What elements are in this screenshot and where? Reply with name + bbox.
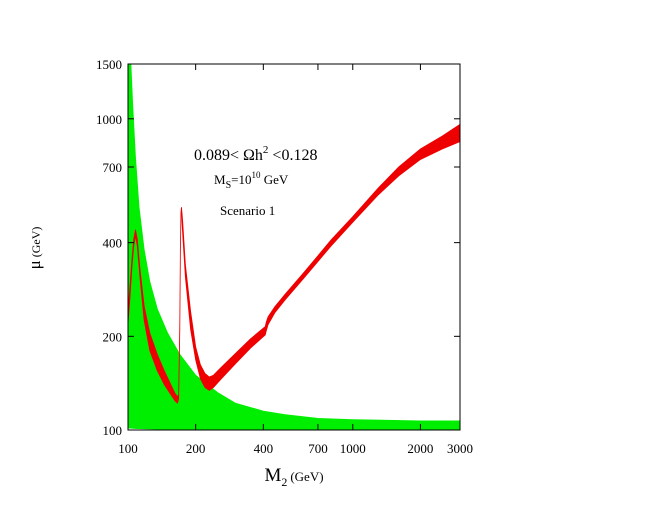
x-tick-label: 1000: [340, 441, 366, 456]
x-tick-label: 3000: [447, 441, 473, 456]
ms-unit: GeV: [260, 172, 288, 187]
scenario-annotation: Scenario 1: [220, 203, 275, 218]
green-allowed-band: [127, 63, 461, 431]
x-axis-unit: (GeV): [290, 469, 323, 484]
x-axis-subscript: 2: [281, 475, 287, 489]
relic-post: <0.128: [268, 147, 317, 164]
x-tick-label: 200: [186, 441, 206, 456]
axis-ticks: 100 200 400 700 1000 2000 3000 100 200 400 700 1000…: [96, 57, 473, 456]
ms-main: M: [214, 172, 226, 187]
y-axis-symbol: μ: [25, 260, 44, 269]
y-tick-label: 100: [103, 423, 123, 438]
y-tick-label: 200: [103, 329, 123, 344]
x-axis-symbol: M: [264, 465, 281, 486]
relic-pre: 0.089< Ωh: [194, 147, 263, 164]
y-tick-label: 1000: [96, 112, 122, 127]
x-tick-label: 400: [254, 441, 274, 456]
x-axis-label: M2 (GeV): [264, 465, 323, 489]
region-bands: [127, 63, 461, 431]
x-tick-label: 2000: [407, 441, 433, 456]
y-axis-unit: (GeV): [29, 227, 43, 258]
y-axis-label: μ (GeV): [25, 227, 44, 270]
y-tick-label: 700: [103, 160, 123, 175]
relic-density-annotation: 0.089< Ωh2 <0.128: [194, 144, 317, 164]
y-tick-label: 1500: [96, 57, 122, 72]
ms-sup: 10: [251, 170, 261, 180]
ms-eq: =10: [231, 172, 251, 187]
ms-sub: S: [226, 180, 232, 191]
plot-frame: [127, 63, 461, 431]
x-tick-label: 700: [308, 441, 328, 456]
y-tick-label: 400: [103, 236, 123, 251]
relic-sup: 2: [263, 144, 269, 156]
ms-annotation: MS=1010 GeV: [214, 170, 289, 191]
x-tick-label: 100: [118, 441, 138, 456]
